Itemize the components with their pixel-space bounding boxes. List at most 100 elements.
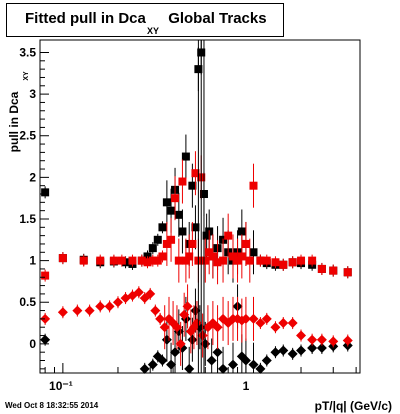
- data-point-diamond: [212, 347, 223, 358]
- data-point-square: [171, 194, 180, 203]
- data-point-square: [188, 181, 197, 190]
- data-point-square: [158, 223, 167, 232]
- data-point-square: [143, 258, 152, 267]
- x-tick-label: 1: [243, 379, 250, 393]
- data-point-square: [167, 206, 176, 215]
- data-point-diamond: [307, 343, 318, 354]
- chart-title-subscript: XY: [147, 26, 160, 36]
- data-point-square: [297, 256, 306, 265]
- data-point-diamond: [328, 336, 339, 347]
- x-axis-label: pT/|q| (GeV/c): [315, 399, 392, 413]
- data-point-square: [79, 256, 88, 265]
- data-point-square: [228, 252, 237, 261]
- data-point-diamond: [316, 334, 327, 345]
- chart-title: Fitted pull in Dca Global Tracks: [25, 10, 267, 27]
- data-point-square: [233, 256, 242, 265]
- data-point-diamond: [84, 305, 95, 316]
- data-point-diamond: [57, 307, 68, 318]
- data-point-square: [241, 239, 250, 248]
- data-point-diamond: [150, 305, 161, 316]
- data-point-square: [237, 227, 246, 236]
- data-point-square: [213, 258, 222, 267]
- data-point-diamond: [206, 355, 217, 366]
- data-point-diamond: [316, 343, 327, 354]
- data-marks: [40, 40, 353, 374]
- data-point-diamond: [212, 322, 223, 333]
- data-point-square: [117, 256, 126, 265]
- data-point-diamond: [342, 335, 353, 346]
- data-point-square: [41, 188, 50, 197]
- data-point-diamond: [227, 359, 238, 370]
- data-point-diamond: [307, 334, 318, 345]
- data-point-diamond: [197, 330, 208, 341]
- data-point-diamond: [261, 355, 272, 366]
- data-point-square: [317, 264, 326, 273]
- data-point-square: [208, 252, 217, 261]
- data-point-diamond: [133, 287, 144, 298]
- data-point-square: [148, 244, 157, 253]
- x-tick-label: 10⁻¹: [49, 379, 73, 393]
- data-point-diamond: [296, 345, 307, 356]
- data-point-diamond: [147, 359, 158, 370]
- y-tick-label: 3: [29, 87, 36, 101]
- data-point-diamond: [161, 334, 172, 345]
- data-point-square: [308, 256, 317, 265]
- data-point-diamond: [278, 318, 289, 329]
- data-point-square: [249, 248, 258, 257]
- data-point-diamond: [184, 363, 195, 374]
- data-point-diamond: [287, 318, 298, 329]
- data-point-diamond: [248, 359, 259, 370]
- data-point-diamond: [145, 288, 156, 299]
- data-point-diamond: [248, 313, 259, 324]
- data-point-diamond: [104, 301, 115, 312]
- data-point-diamond: [261, 313, 272, 324]
- data-point-square: [158, 252, 167, 261]
- plot-frame: [39, 39, 361, 374]
- data-point-diamond: [171, 322, 182, 333]
- data-point-diamond: [40, 313, 51, 324]
- y-tick-label: 1.5: [19, 212, 36, 226]
- data-point-square: [178, 227, 187, 236]
- chart-title-box: Fitted pull in Dca Global Tracks XY: [6, 3, 284, 37]
- data-point-square: [181, 152, 190, 161]
- data-point-square: [181, 256, 190, 265]
- data-point-diamond: [157, 355, 168, 366]
- data-point-square: [137, 256, 146, 265]
- data-point-square: [109, 256, 118, 265]
- data-point-square: [249, 181, 258, 190]
- timestamp-footer: Wed Oct 8 18:32:55 2014: [5, 401, 99, 410]
- data-point-square: [162, 198, 171, 207]
- data-point-diamond: [240, 313, 251, 324]
- y-tick-label: 2: [29, 170, 36, 184]
- y-tick-label: 2.5: [19, 129, 36, 143]
- data-point-square: [271, 258, 280, 267]
- data-point-square: [188, 239, 197, 248]
- data-point-square: [153, 256, 162, 265]
- data-point-square: [191, 223, 200, 232]
- data-point-diamond: [240, 355, 251, 366]
- data-point-square: [96, 256, 105, 265]
- data-point-square: [174, 256, 183, 265]
- data-point-square: [128, 256, 137, 265]
- data-point-square: [162, 239, 171, 248]
- chart-title-suffix: Global Tracks: [168, 10, 267, 27]
- data-point-diamond: [278, 345, 289, 356]
- data-point-square: [288, 258, 297, 267]
- data-point-diamond: [182, 301, 193, 312]
- data-point-diamond: [95, 301, 106, 312]
- data-point-square: [174, 210, 183, 219]
- y-tick-label: 1: [29, 254, 36, 268]
- data-point-diamond: [139, 363, 150, 374]
- data-point-diamond: [40, 334, 51, 345]
- data-point-diamond: [175, 338, 186, 349]
- y-axis-label: pull in Dca XY: [7, 71, 30, 152]
- data-point-diamond: [190, 305, 201, 316]
- y-axis-label-text: pull in Dca: [7, 91, 21, 152]
- data-point-square: [202, 231, 211, 240]
- data-point-square: [219, 256, 228, 265]
- y-tick-label: 0.5: [19, 295, 36, 309]
- data-point-diamond: [255, 363, 266, 374]
- x-axis: 10⁻¹ 1: [44, 363, 357, 393]
- data-point-square: [191, 169, 200, 178]
